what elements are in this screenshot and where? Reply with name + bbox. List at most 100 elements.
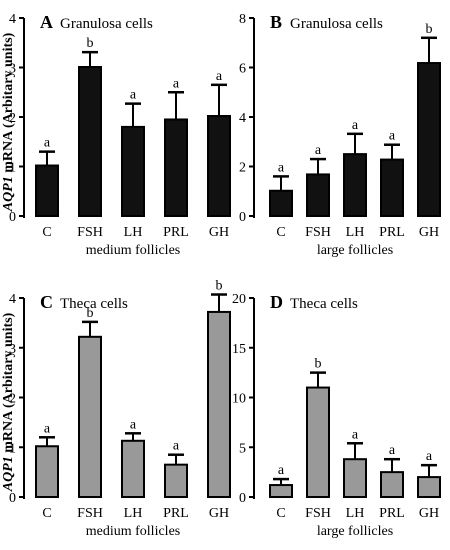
category-label: GH: [209, 225, 229, 240]
bar: [164, 463, 188, 499]
y-axis-label-top: AQP1 mRNA (Arbitary units): [1, 32, 16, 212]
y-tick-label: 1: [9, 161, 16, 176]
significance-label: b: [87, 36, 94, 51]
bar: [121, 125, 145, 217]
bar: [417, 62, 441, 217]
category-label: LH: [124, 225, 143, 240]
significance-label: a: [389, 443, 396, 458]
category-label: PRL: [379, 225, 405, 240]
category-label: LH: [124, 506, 143, 521]
y-tick-label: 5: [239, 441, 246, 456]
y-tick-label: 2: [239, 161, 246, 176]
x-axis-label: large follicles: [317, 243, 393, 258]
bar: [207, 115, 231, 217]
bar: [380, 158, 404, 218]
y-axis-label-bottom: AQP1 mRNA (Arbitary units): [1, 312, 16, 492]
bar: [35, 445, 59, 499]
category-label: GH: [419, 506, 439, 521]
bar: [343, 458, 367, 499]
category-label: PRL: [379, 506, 405, 521]
bar: [380, 471, 404, 498]
panel-title: Theca cells: [60, 296, 128, 312]
significance-label: a: [44, 421, 51, 436]
y-tick-label: 0: [239, 491, 246, 506]
bar: [121, 439, 145, 498]
significance-label: a: [130, 417, 137, 432]
category-label: GH: [209, 506, 229, 521]
panel-D: 0 5 10 15 20 D Theca cells a Cb FSH a LH a PRL a GH larg…: [232, 292, 441, 539]
x-axis-label: medium follicles: [86, 243, 180, 258]
y-tick-label: 3: [9, 62, 16, 77]
bar: [269, 189, 293, 218]
significance-label: a: [278, 160, 285, 175]
y-axis-label-gene: AQP1: [1, 176, 16, 212]
category-label: LH: [346, 225, 365, 240]
significance-label: b: [216, 279, 223, 294]
panel-letter: D: [270, 292, 283, 312]
y-axis-label-rest: mRNA (Arbitary units): [1, 32, 16, 176]
bar: [306, 386, 330, 498]
panel-letter: A: [40, 12, 53, 32]
significance-label: a: [315, 143, 322, 158]
significance-label: a: [389, 129, 396, 144]
category-label: PRL: [163, 225, 189, 240]
panel-letter: B: [270, 12, 282, 32]
y-axis-label-rest: mRNA (Arbitary units): [1, 312, 16, 456]
category-label: PRL: [163, 506, 189, 521]
significance-label: a: [130, 88, 137, 103]
bar: [35, 164, 59, 217]
category-label: C: [42, 506, 51, 521]
y-tick-label: 8: [239, 12, 246, 27]
category-label: FSH: [77, 225, 103, 240]
y-tick-label: 2: [9, 111, 16, 126]
bar: [164, 118, 188, 217]
y-axis-label-gene: AQP1: [1, 456, 16, 492]
panel-title: Granulosa cells: [290, 16, 383, 32]
y-tick-label: 0: [9, 491, 16, 506]
y-tick-label: 6: [239, 62, 246, 77]
panel-C: 0 1 2 3 4 C Theca cells a Cb FSH a LH a PRL b GH medium …: [9, 279, 231, 539]
y-tick-label: 0: [9, 210, 16, 225]
panel-letter: C: [40, 292, 53, 312]
significance-label: a: [426, 449, 433, 464]
significance-label: a: [44, 136, 51, 151]
x-axis-label: large follicles: [317, 524, 393, 539]
panel-title: Granulosa cells: [60, 16, 153, 32]
y-tick-label: 3: [9, 342, 16, 357]
significance-label: a: [173, 76, 180, 91]
bar: [269, 484, 293, 498]
category-label: C: [276, 506, 285, 521]
panel-B: 0 2 4 6 8 B Granulosa cells a Ca FSH a LH a PRL b GH lar…: [239, 12, 441, 258]
category-label: FSH: [77, 506, 103, 521]
y-tick-label: 1: [9, 441, 16, 456]
panel-title: Theca cells: [290, 296, 358, 312]
significance-label: a: [173, 439, 180, 454]
significance-label: a: [278, 463, 285, 478]
x-axis-label: medium follicles: [86, 524, 180, 539]
bar: [207, 310, 231, 498]
y-axis-label-text: AQP1 mRNA (Arbitary units): [1, 312, 16, 492]
y-tick-label: 2: [9, 392, 16, 407]
y-tick-label: 0: [239, 210, 246, 225]
y-tick-label: 15: [232, 342, 246, 357]
significance-label: b: [315, 357, 322, 372]
category-label: GH: [419, 225, 439, 240]
bar: [417, 476, 441, 499]
significance-label: a: [216, 69, 223, 84]
category-label: C: [42, 225, 51, 240]
category-label: FSH: [305, 506, 331, 521]
significance-label: a: [352, 427, 359, 442]
panel-A: 0 1 2 3 4 A Granulosa cells a Cb FSH a LH a PRL a GH med…: [9, 12, 231, 258]
bar: [343, 153, 367, 217]
bar: [78, 66, 102, 217]
category-label: LH: [346, 506, 365, 521]
category-label: FSH: [305, 225, 331, 240]
panels: 0 1 2 3 4 A Granulosa cells a Cb FSH a LH a PRL a GH med…: [9, 12, 441, 539]
y-tick-label: 4: [9, 12, 16, 27]
y-tick-label: 4: [9, 292, 16, 307]
bar: [306, 173, 330, 217]
y-axis-label-text: AQP1 mRNA (Arbitary units): [1, 32, 16, 212]
category-label: C: [276, 225, 285, 240]
significance-label: a: [352, 118, 359, 133]
